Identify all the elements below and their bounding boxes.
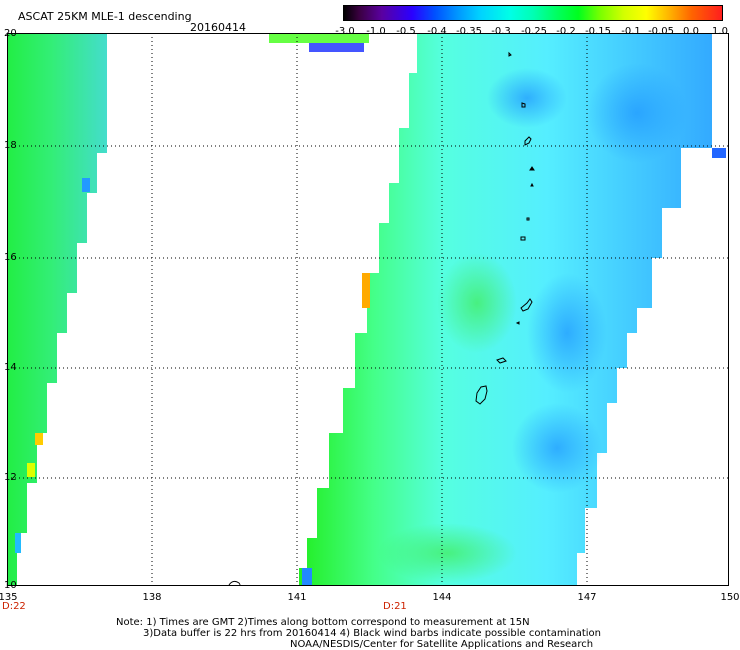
lon-label: 135 — [0, 592, 18, 603]
swath-blob — [587, 63, 687, 163]
colorbar-tick: -0.3 — [491, 26, 511, 37]
top-strip — [269, 33, 369, 43]
lon-label: 141 — [287, 592, 307, 603]
swath-pixel-blue — [82, 178, 90, 192]
time-label: D:21 — [383, 601, 407, 612]
left-swath — [7, 33, 107, 586]
note-line: Note: 1) Times are GMT 2)Times along bot… — [116, 617, 530, 628]
lat-label: 20 — [4, 28, 17, 39]
lon-label: 144 — [432, 592, 452, 603]
swath-pixel-blue — [302, 568, 312, 586]
colorbar-tick: -3.0 — [335, 26, 355, 37]
lat-label: 10 — [4, 580, 17, 591]
swath-blob — [377, 523, 517, 583]
lat-label: 18 — [4, 140, 17, 151]
colorbar-tick: -0.4 — [427, 26, 447, 37]
swath-pixel-blue — [712, 148, 726, 158]
islands — [475, 51, 535, 405]
grid — [7, 33, 729, 586]
colorbar-tick: -0.2 — [556, 26, 576, 37]
colorbar-tick: -1.0 — [366, 26, 386, 37]
swath-blob — [487, 68, 567, 128]
colorbar-tick: -0.5 — [396, 26, 416, 37]
lon-label: 138 — [142, 592, 162, 603]
chart-date: 20160414 — [190, 21, 246, 34]
colorbar-tick: 0.0 — [683, 26, 699, 37]
map-plot — [7, 33, 729, 586]
swath-blob — [512, 403, 602, 493]
chart-title: ASCAT 25KM MLE-1 descending — [18, 10, 192, 23]
swath-pixel-yellow — [27, 463, 35, 477]
swath-pixel-orange — [362, 273, 370, 308]
lon-label: 150 — [720, 592, 740, 603]
top-strip — [309, 43, 364, 52]
swath-blob — [437, 253, 517, 353]
colorbar-tick: 1.0 — [712, 26, 728, 37]
colorbar-tick: -0.1 — [621, 26, 641, 37]
lat-label: 12 — [4, 472, 17, 483]
swath-pixel-blue — [15, 533, 21, 553]
island-outline — [228, 580, 241, 586]
colorbar-tick: -0.15 — [585, 26, 611, 37]
swath-blob — [527, 273, 607, 393]
colorbar-tick: -0.05 — [648, 26, 674, 37]
note-line: NOAA/NESDIS/Center for Satellite Applica… — [290, 639, 594, 650]
time-label: D:22 — [2, 601, 26, 612]
map-frame — [7, 33, 729, 586]
lon-label: 147 — [577, 592, 597, 603]
lat-label: 16 — [4, 252, 17, 263]
colorbar — [343, 5, 723, 21]
colorbar-tick: -0.35 — [456, 26, 482, 37]
swath-pixel-yellow — [35, 433, 43, 445]
note-line: 3)Data buffer is 22 hrs from 20160414 4)… — [143, 628, 601, 639]
lat-label: 14 — [4, 362, 17, 373]
colorbar-tick: -0.25 — [521, 26, 547, 37]
